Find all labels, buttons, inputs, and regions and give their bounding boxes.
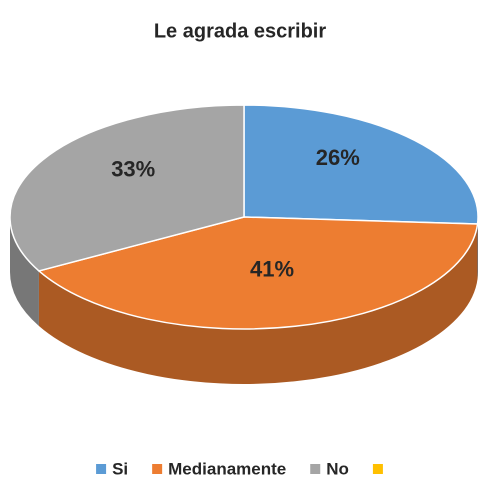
slice — [37, 216, 479, 330]
slice-side — [38, 224, 478, 385]
data-label: 26% — [316, 145, 360, 170]
chart-title: Le agrada escribir — [154, 20, 327, 42]
legend-label: No — [326, 459, 349, 478]
slice-side — [10, 217, 39, 326]
slice — [9, 104, 245, 272]
legend-label: Medianamente — [168, 459, 286, 478]
data-label: 41% — [250, 256, 294, 281]
legend-swatch — [372, 464, 383, 474]
slice — [243, 104, 479, 225]
legend-swatch — [152, 464, 163, 474]
legend-swatch — [310, 464, 321, 474]
legend-swatch — [96, 464, 107, 474]
data-label: 33% — [111, 157, 155, 182]
legend-label: Si — [112, 459, 128, 478]
